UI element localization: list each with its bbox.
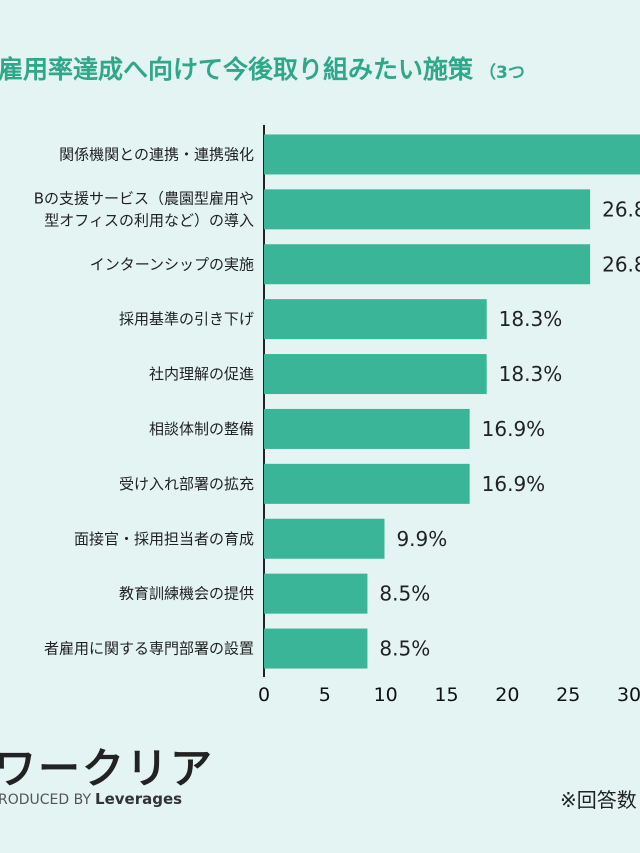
- bar: [264, 189, 591, 230]
- x-tick-label: 25: [556, 684, 580, 706]
- chart-title: 雇用率達成へ向けて今後取り組みたい施策 （3つ: [0, 50, 525, 86]
- chart-title-suffix: （3つ: [479, 63, 525, 83]
- category-label: 受け入れ部署の拡充: [119, 475, 254, 493]
- produced-by-text: RODUCED BY: [0, 792, 92, 808]
- x-tick-label: 30: [617, 684, 640, 706]
- bar: [264, 408, 470, 449]
- bar: [264, 628, 368, 669]
- value-label: 16.9%: [482, 472, 546, 496]
- value-label: 9.9%: [396, 527, 447, 551]
- x-tick-label: 15: [434, 684, 458, 706]
- category-label: 相談体制の整備: [149, 420, 254, 438]
- x-tick-label: 0: [258, 684, 270, 706]
- category-label: Bの支援サービス（農園型雇用や: [34, 189, 254, 207]
- produced-by-line: RODUCED BY Leverages: [0, 790, 182, 808]
- value-label: 26.8: [602, 197, 640, 221]
- category-label: インターンシップの実施: [90, 255, 254, 273]
- category-label: 型オフィスの利用など）の導入: [44, 211, 254, 229]
- chart-title-text: 雇用率達成へ向けて今後取り組みたい施策: [0, 55, 474, 84]
- category-label: 関係機関との連携・連携強化: [59, 145, 254, 163]
- bar: [264, 244, 591, 285]
- category-label: 者雇用に関する専門部署の設置: [44, 640, 254, 658]
- bar: [264, 134, 640, 175]
- value-label: 8.5%: [379, 582, 430, 606]
- category-label: 教育訓練機会の提供: [119, 585, 254, 603]
- category-label: 社内理解の促進: [149, 365, 254, 383]
- leverages-brand: Leverages: [95, 790, 183, 808]
- category-label: 面接官・採用担当者の育成: [74, 530, 254, 548]
- value-label: 8.5%: [379, 637, 430, 661]
- x-tick-label: 10: [374, 684, 398, 706]
- x-tick-label: 5: [319, 684, 331, 706]
- value-label: 16.9%: [482, 417, 546, 441]
- bar: [264, 299, 487, 340]
- x-tick-label: 20: [495, 684, 519, 706]
- response-count-note: ※回答数: [560, 788, 637, 812]
- bar: [264, 354, 487, 395]
- bar: [264, 573, 368, 614]
- workclear-logo: ワークリア: [0, 744, 215, 793]
- bar: [264, 463, 470, 504]
- bar: [264, 518, 385, 559]
- value-label: 18.3%: [499, 307, 563, 331]
- category-label: 採用基準の引き下げ: [119, 310, 254, 328]
- value-label: 18.3%: [499, 362, 563, 386]
- value-label: 26.8: [602, 252, 640, 276]
